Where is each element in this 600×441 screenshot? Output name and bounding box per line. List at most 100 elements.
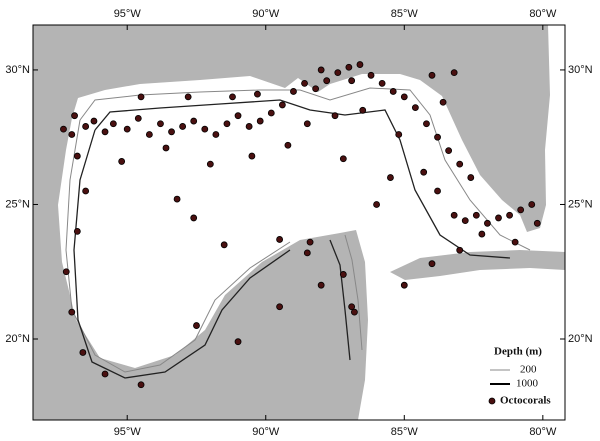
octocoral-point	[511, 238, 519, 246]
octocoral-point	[528, 201, 536, 208]
x-tick-label: 95°W	[114, 8, 142, 20]
octocoral-point	[256, 117, 264, 125]
octocoral-point	[254, 90, 261, 98]
water	[58, 25, 565, 420]
contour-200	[65, 87, 531, 373]
octocoral-point	[478, 230, 486, 238]
octocoral-point	[373, 201, 380, 208]
octocoral-point	[157, 120, 164, 128]
legend-label: 200	[520, 364, 537, 376]
octocoral-point	[317, 281, 325, 289]
y-tick-label: 25°N	[5, 198, 30, 210]
octocoral-point	[434, 187, 441, 195]
octocoral-point	[193, 322, 200, 329]
octocoral-point	[101, 128, 109, 136]
octocoral-point	[60, 125, 67, 133]
octocoral-point	[73, 152, 81, 160]
octocoral-point	[395, 131, 403, 138]
octocoral-point	[533, 219, 541, 227]
octocoral-point	[428, 71, 436, 79]
octocoral-point	[450, 69, 458, 77]
octocoral-point	[428, 260, 436, 268]
octocoral-point	[506, 211, 513, 219]
legend-point	[488, 397, 496, 405]
octocoral-point	[495, 214, 502, 222]
octocoral-point	[162, 144, 170, 152]
octocoral-point	[434, 133, 441, 141]
octocoral-point	[276, 236, 284, 243]
octocoral-point	[467, 174, 475, 181]
octocoral-point	[334, 69, 342, 77]
octocoral-point	[378, 79, 386, 87]
octocoral-point	[367, 71, 375, 79]
contour-1000	[73, 99, 511, 379]
octocoral-point	[303, 249, 311, 257]
octocoral-point	[339, 155, 347, 163]
octocoral-point	[248, 152, 256, 160]
octocoral-point	[301, 79, 308, 87]
octocoral-point	[184, 93, 192, 101]
octocoral-point	[137, 93, 145, 101]
legend-label: Octocorals	[500, 395, 551, 407]
octocoral-point	[312, 85, 320, 93]
octocoral-point	[450, 211, 458, 219]
octocoral-point	[411, 104, 419, 112]
octocoral-point	[420, 168, 428, 176]
octocoral-point	[400, 281, 408, 289]
octocoral-point	[145, 131, 153, 138]
octocoral-point	[190, 117, 198, 125]
octocoral-point	[484, 219, 491, 227]
octocoral-point	[62, 268, 70, 276]
octocoral-point	[206, 160, 214, 168]
octocoral-point	[456, 246, 464, 254]
x-tick-label: 80°W	[529, 8, 557, 20]
octocoral-point	[118, 158, 126, 165]
octocoral-point	[345, 63, 353, 71]
octocoral-point	[68, 131, 76, 138]
octocoral-point	[220, 241, 228, 249]
legend-label: 1000	[516, 378, 539, 390]
octocoral-point	[351, 308, 358, 316]
octocoral-point	[339, 271, 347, 278]
octocoral-point	[331, 112, 339, 120]
octocoral-point	[173, 195, 181, 203]
y-tick-label: 30°N	[568, 64, 593, 76]
octocoral-point	[179, 123, 187, 130]
octocoral-point	[109, 120, 117, 128]
y-tick-label: 25°N	[568, 198, 593, 210]
octocoral-point	[267, 109, 275, 117]
octocoral-point	[90, 117, 98, 125]
octocoral-point	[517, 206, 525, 214]
x-tick-label: 90°W	[252, 426, 280, 438]
y-tick-label: 20°N	[5, 333, 30, 345]
cuba	[390, 250, 565, 280]
octocoral-point	[276, 303, 284, 311]
octocoral-point	[134, 114, 142, 122]
octocoral-point	[439, 98, 447, 106]
octocoral-point	[284, 141, 292, 149]
octocoral-point	[356, 61, 364, 68]
octocoral-point	[303, 120, 311, 128]
frame	[32, 24, 566, 421]
y-tick-label: 20°N	[568, 333, 593, 345]
octocoral-point	[456, 160, 464, 168]
octocoral-point	[212, 131, 220, 138]
x-tick-label: 85°W	[391, 8, 419, 20]
octocoral-point	[348, 303, 356, 311]
octocoral-point	[234, 338, 242, 346]
octocoral-point	[229, 93, 236, 101]
x-tick-label: 80°W	[529, 426, 557, 438]
octocoral-point	[445, 147, 453, 155]
octocoral-point	[190, 214, 198, 222]
octocoral-point	[234, 112, 242, 120]
octocoral-point	[317, 66, 325, 74]
octocoral-point	[306, 238, 314, 246]
octocoral-point	[290, 88, 297, 95]
octocoral-point	[245, 123, 253, 130]
octocoral-point	[101, 370, 109, 378]
x-tick-label: 95°W	[114, 426, 142, 438]
octocoral-point	[73, 227, 81, 235]
octocoral-point	[472, 211, 480, 219]
octocoral-point	[79, 349, 87, 356]
